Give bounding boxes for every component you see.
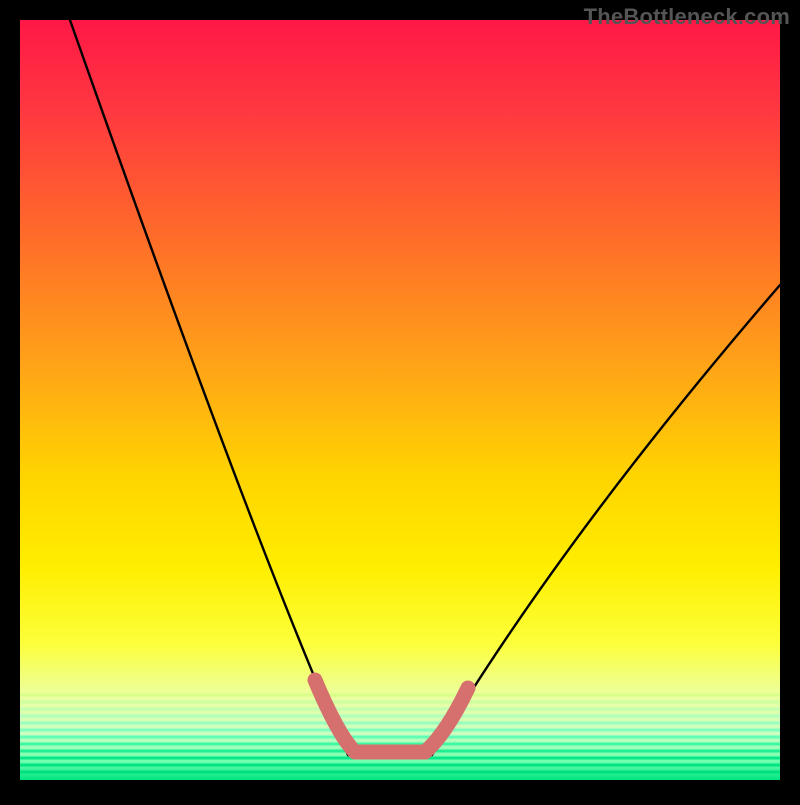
chart-frame: TheBottleneck.com bbox=[0, 0, 800, 800]
watermark-text: TheBottleneck.com bbox=[584, 4, 790, 30]
bottleneck-chart bbox=[0, 0, 800, 800]
